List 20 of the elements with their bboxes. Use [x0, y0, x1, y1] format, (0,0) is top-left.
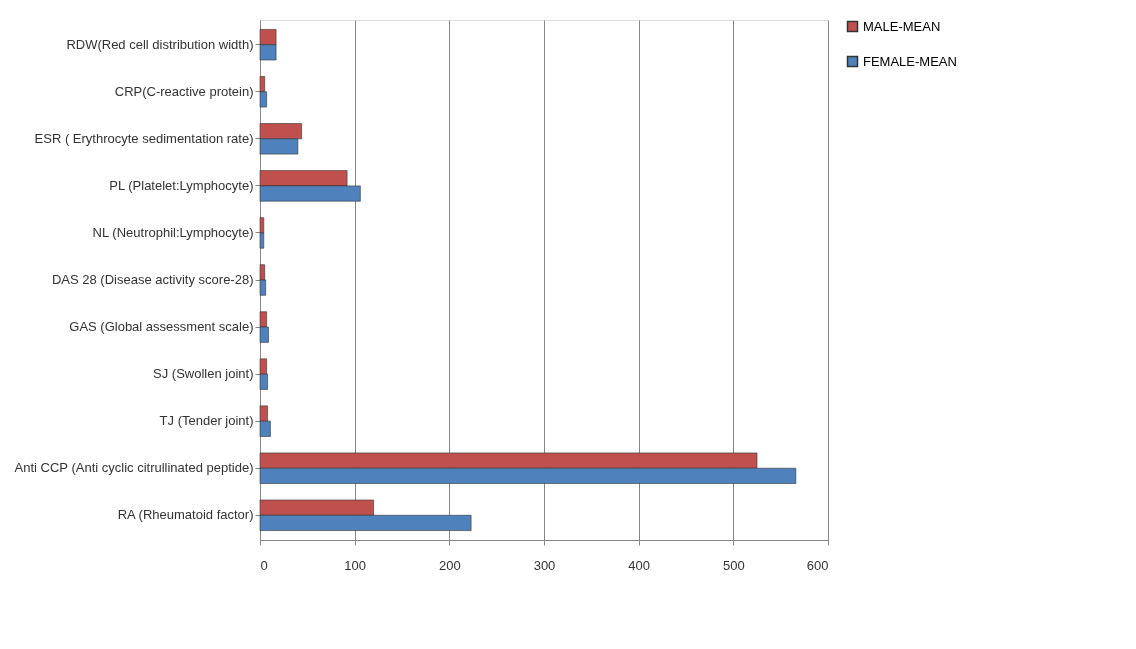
y-tick-label: DAS 28 (Disease activity score-28) — [51, 272, 254, 287]
x-tick-label: 400 — [628, 557, 651, 573]
x-tick-label: 100 — [344, 557, 367, 573]
y-tick-label: RA (Rheumatoid factor) — [117, 507, 254, 523]
x-tick-label: 200 — [438, 557, 461, 573]
y-tick-label: SJ (Swollen joint) — [153, 366, 254, 382]
x-tick-label: 300 — [533, 557, 556, 573]
y-tick-label: TJ (Tender joint) — [159, 413, 254, 429]
y-tick-label: PL (Platelet:Lymphocyte) — [109, 177, 254, 193]
x-tick-label: 0 — [260, 557, 268, 573]
y-tick-label: Anti CCP (Anti cyclic citrullinated peptide) — [14, 460, 254, 476]
y-tick-label: RDW(Red cell distribution width) — [66, 36, 254, 52]
y-tick-label: CRP(C-reactive protein) — [114, 83, 254, 99]
x-tick-label: 500 — [722, 557, 745, 573]
y-tick-label: ESR ( Erythrocyte sedimentation rate) — [34, 130, 254, 146]
x-tick-label: 600 — [806, 557, 829, 573]
y-tick-label: NL (Neutrophil:Lymphocyte) — [92, 224, 254, 240]
legend-label: FEMALE-MEAN — [863, 53, 957, 69]
y-tick-label: GAS (Global assessment scale) — [69, 319, 254, 335]
legend-label: MALE-MEAN — [863, 18, 941, 34]
